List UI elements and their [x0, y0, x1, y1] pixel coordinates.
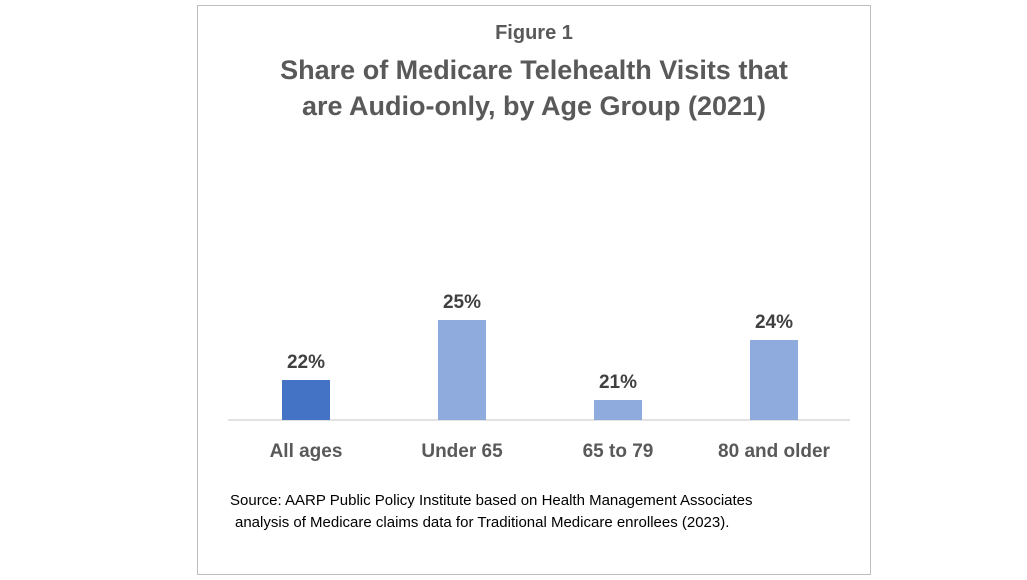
bars-group: 22% All ages 25% Under 65 21% 65 to 79 24% 80 a… [270, 292, 831, 462]
data-label-2: 21% [599, 372, 637, 393]
category-label-1: Under 65 [421, 441, 503, 462]
chart-title-line-1: Share of Medicare Telehealth Visits that [280, 55, 788, 85]
source-note: Source: AARP Public Policy Institute bas… [230, 490, 850, 534]
source-line-2: analysis of Medicare claims data for Tra… [235, 514, 730, 531]
bar-0 [282, 380, 330, 420]
chart-title: Share of Medicare Telehealth Visits that… [198, 52, 870, 124]
category-label-3: 80 and older [718, 441, 831, 462]
data-label-1: 25% [443, 292, 481, 313]
bar-chart: 22% All ages 25% Under 65 21% 65 to 79 24% 80 a… [228, 292, 850, 462]
data-label-3: 24% [755, 312, 793, 333]
figure-label: Figure 1 [495, 22, 573, 44]
chart-frame: Figure 1 Share of Medicare Telehealth Vi… [197, 5, 871, 575]
category-label-0: All ages [270, 441, 343, 462]
bar-3 [750, 340, 798, 420]
source-line-1: Source: AARP Public Policy Institute bas… [230, 492, 753, 509]
bar-1 [438, 320, 486, 420]
chart-title-line-2: are Audio-only, by Age Group (2021) [301, 91, 767, 121]
category-label-2: 65 to 79 [583, 441, 654, 462]
data-label-0: 22% [287, 352, 325, 373]
bar-2 [594, 400, 642, 420]
